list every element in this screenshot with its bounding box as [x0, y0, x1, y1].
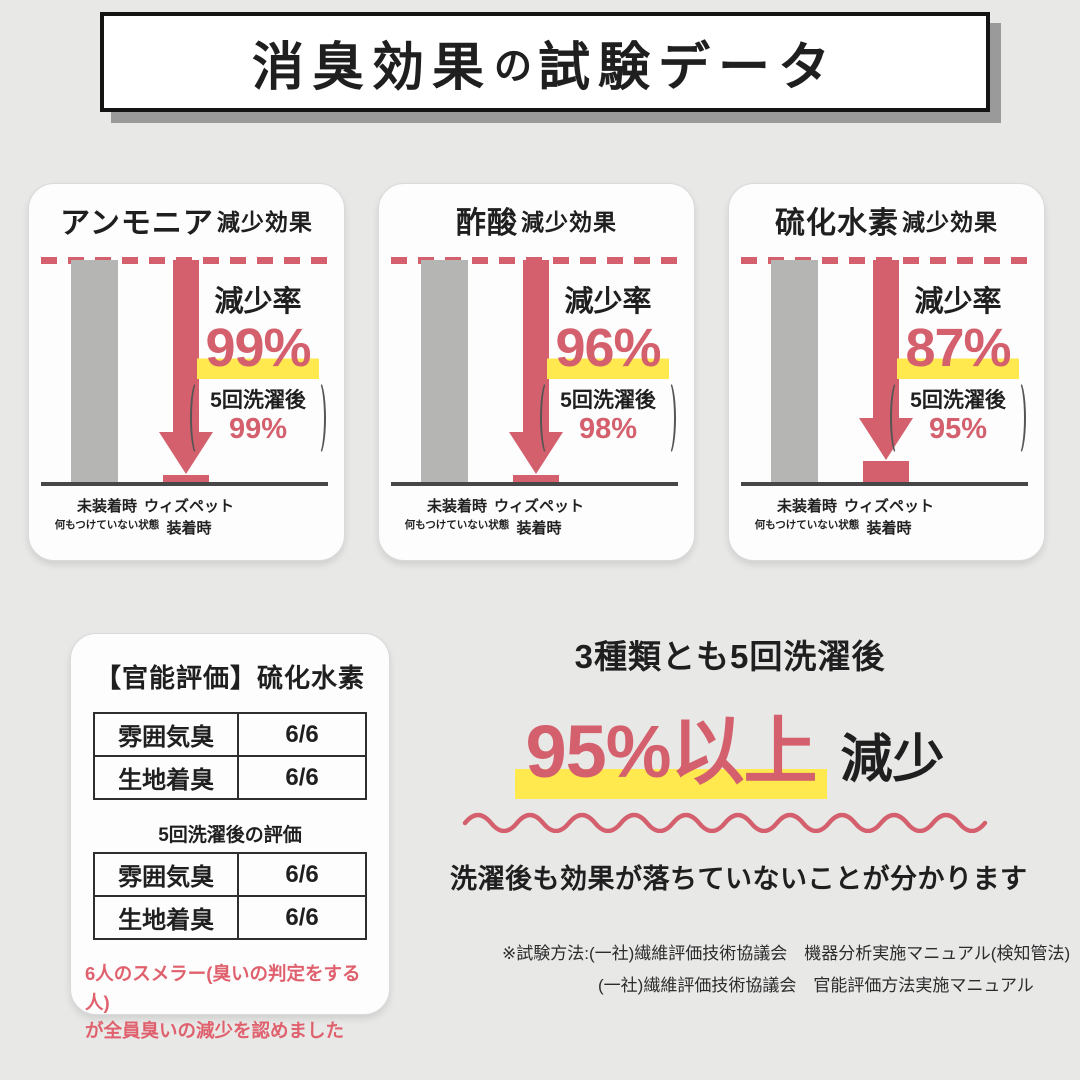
wash-value: 99% [228, 413, 288, 446]
bar-chart [741, 257, 1028, 486]
substance-suffix: 減少効果 [216, 209, 313, 235]
banner-text-2: 試験データ [538, 38, 839, 97]
arrow-head-icon [159, 432, 213, 474]
wash-value: 98% [578, 413, 638, 446]
table-row: 生地着臭 6/6 [92, 755, 367, 800]
withpet-bar [863, 461, 909, 482]
card-title: アンモニア 減少効果 [29, 184, 344, 256]
summary-block: 3種類とも5回洗濯後 95%以上 減少 洗濯後も効果が落ちていないことが分かりま… [450, 630, 1028, 896]
right-paren-icon [661, 380, 676, 456]
wavy-underline-icon [462, 812, 988, 833]
x-axis-label-withpet: ウィズペット 装着時 [493, 498, 585, 537]
after-wash-note: 5回洗濯後 95% [874, 380, 1042, 456]
left-paren-icon [890, 380, 905, 456]
left-paren-icon [190, 380, 205, 456]
wash-label: 5回洗濯後 [210, 389, 306, 413]
table-row: 雰囲気臭 6/6 [92, 712, 367, 757]
row-label: 雰囲気臭 [92, 852, 240, 897]
x-axis-label-unworn: 未装着時 何もつけていない状態 [754, 498, 860, 531]
after-wash-note: 5回洗濯後 98% [524, 380, 692, 456]
substance-name: 酢酸 [456, 207, 518, 240]
rate-value: 87% [897, 318, 1019, 379]
unworn-bar [71, 260, 118, 482]
row-label: 雰囲気臭 [92, 712, 240, 757]
title-banner: 消臭効果 の 試験データ [100, 12, 990, 112]
x-axis-label-withpet: ウィズペット 装着時 [843, 498, 935, 537]
x-axis-label-withpet: ウィズペット 装着時 [143, 498, 235, 537]
x-axis-label-unworn: 未装着時 何もつけていない状態 [54, 498, 160, 531]
footnote-line-2: (一社)繊維評価技術協議会 官能評価方法実施マニュアル [598, 976, 1034, 996]
effect-card: 硫化水素 減少効果 減少率 87% 5回洗濯後 95% 未装着時 [728, 183, 1045, 561]
withpet-bar [163, 475, 209, 482]
summary-sentence: 洗濯後も効果が落ちていないことが分かります [450, 864, 1028, 894]
summary-claim: 95%以上 減少 [450, 692, 1010, 799]
right-paren-icon [1011, 380, 1026, 456]
x-axis-label-unworn: 未装着時 何もつけていない状態 [404, 498, 510, 531]
effect-card: アンモニア 減少効果 減少率 99% 5回洗濯後 99% 未装着時 [28, 183, 345, 561]
banner-particle: の [493, 45, 536, 88]
withpet-bar [513, 475, 559, 482]
reduction-rate: 減少率 96% [530, 286, 686, 379]
rate-value: 99% [197, 318, 319, 379]
wash-label: 5回洗濯後 [910, 389, 1006, 413]
table-row: 雰囲気臭 6/6 [92, 852, 367, 897]
footnote-line-1: ※試験方法:(一社)繊維評価技術協議会 機器分析実施マニュアル(検知管法) [502, 944, 1071, 963]
bar-chart [41, 257, 328, 486]
unworn-bar [771, 260, 818, 482]
right-paren-icon [311, 380, 326, 456]
banner-text-1: 消臭効果 [251, 38, 492, 97]
after-wash-table-label: 5回洗濯後の評価 [158, 825, 302, 846]
card-title: 硫化水素 減少効果 [729, 184, 1044, 256]
sensory-evaluation-card: 【官能評価】硫化水素 雰囲気臭 6/6 生地着臭 6/6 5回洗濯後の評価 雰囲… [70, 633, 390, 1041]
substance-suffix: 減少効果 [902, 209, 998, 235]
row-value: 6/6 [237, 712, 367, 757]
effect-card: 酢酸 減少効果 減少率 96% 5回洗濯後 98% 未装着時 何も [378, 183, 695, 561]
after-wash-note: 5回洗濯後 99% [174, 380, 342, 456]
arrow-head-icon [509, 432, 563, 474]
row-value: 6/6 [237, 852, 367, 897]
row-label: 生地着臭 [92, 755, 240, 800]
reduction-rate: 減少率 99% [180, 286, 336, 379]
summary-reduction-word: 減少 [840, 731, 945, 789]
card-title: 酢酸 減少効果 [379, 184, 694, 256]
unworn-bar [421, 260, 468, 482]
reduction-rate: 減少率 87% [880, 286, 1036, 379]
wash-label: 5回洗濯後 [560, 389, 656, 413]
rate-label: 減少率 [564, 286, 652, 318]
substance-suffix: 減少効果 [521, 209, 617, 235]
summary-percentage: 95%以上 [515, 692, 827, 799]
sensory-table-initial: 雰囲気臭 6/6 生地着臭 6/6 [92, 712, 367, 800]
sensory-table-after-wash: 雰囲気臭 6/6 生地着臭 6/6 [92, 852, 367, 940]
sensory-note: 6人のスメラー(臭いの判定をする人) が全員臭いの減少を認めました [85, 963, 361, 1042]
substance-name: アンモニア [60, 207, 214, 240]
substance-name: 硫化水素 [775, 207, 899, 240]
test-method-footnotes: ※試験方法:(一社)繊維評価技術協議会 機器分析実施マニュアル(検知管法) (一… [502, 938, 1077, 1003]
rate-value: 96% [547, 318, 669, 379]
row-value: 6/6 [237, 755, 367, 800]
sensory-title: 【官能評価】硫化水素 [94, 663, 366, 693]
row-value: 6/6 [237, 895, 367, 940]
rate-label: 減少率 [914, 286, 1002, 318]
reduction-arrow [509, 260, 563, 474]
wash-value: 95% [928, 413, 988, 446]
bar-chart [391, 257, 678, 486]
rate-label: 減少率 [214, 286, 302, 318]
table-row: 生地着臭 6/6 [92, 895, 367, 940]
left-paren-icon [540, 380, 555, 456]
row-label: 生地着臭 [92, 895, 240, 940]
summary-heading: 3種類とも5回洗濯後 [574, 638, 886, 675]
